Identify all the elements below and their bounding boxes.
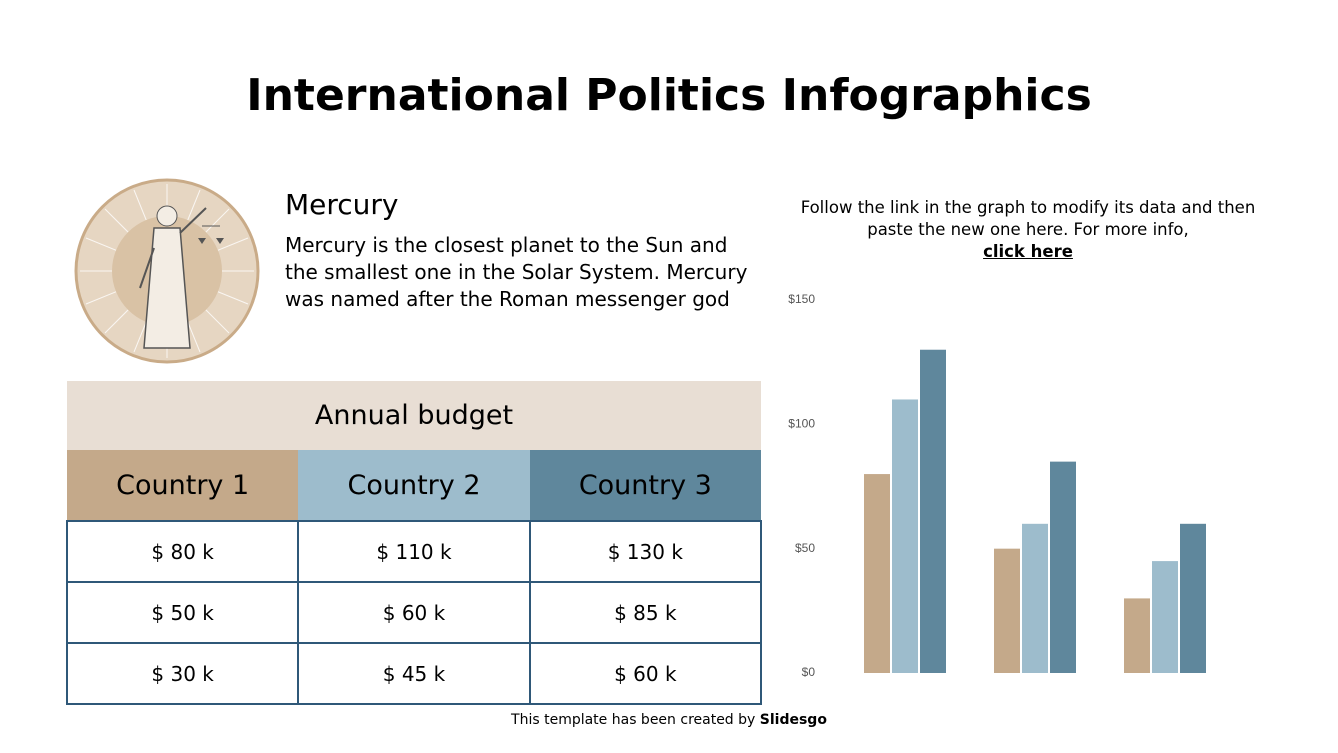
note-text: Follow the link in the graph to modify i… xyxy=(800,198,1256,239)
footer-text: This template has been created by xyxy=(511,712,756,728)
chart-note: Follow the link in the graph to modify i… xyxy=(790,197,1266,263)
column-header: Country 2 xyxy=(298,450,530,521)
table-title: Annual budget xyxy=(67,381,761,450)
cell: $ 45 k xyxy=(297,642,531,705)
bar xyxy=(1022,523,1048,673)
bar xyxy=(1152,561,1178,673)
bar xyxy=(994,548,1020,673)
bar xyxy=(1180,523,1206,673)
bar xyxy=(920,349,946,673)
profile-heading: Mercury xyxy=(285,188,399,221)
cell: $ 30 k xyxy=(65,642,300,705)
info-link[interactable]: click here xyxy=(983,242,1073,261)
cell: $ 85 k xyxy=(528,581,763,644)
cell: $ 60 k xyxy=(297,581,531,644)
bar-chart: $0 $50 $100 $150 xyxy=(788,292,1206,679)
footer-brand: Slidesgo xyxy=(759,712,827,728)
slide-title: International Politics Infographics xyxy=(246,70,1092,121)
bar xyxy=(1050,461,1076,673)
y-tick-label: $150 xyxy=(788,292,815,306)
profile-body: Mercury is the closest planet to the Sun… xyxy=(285,233,748,311)
bar xyxy=(892,399,918,673)
y-tick-label: $50 xyxy=(795,541,815,555)
cell: $ 60 k xyxy=(528,642,763,705)
cell: $ 130 k xyxy=(528,520,763,583)
budget-table: Annual budget Country 1 Country 2 Countr… xyxy=(65,381,763,705)
cell: $ 50 k xyxy=(65,581,300,644)
y-tick-label: $100 xyxy=(788,417,815,431)
column-header: Country 1 xyxy=(67,450,299,521)
cell: $ 80 k xyxy=(65,520,300,583)
bar xyxy=(864,474,890,673)
column-header: Country 3 xyxy=(529,450,761,521)
footer: This template has been created by Slides… xyxy=(0,712,1338,728)
justice-medallion xyxy=(74,178,260,364)
y-tick-label: $0 xyxy=(802,665,816,679)
cell: $ 110 k xyxy=(297,520,531,583)
bar xyxy=(1124,598,1150,673)
